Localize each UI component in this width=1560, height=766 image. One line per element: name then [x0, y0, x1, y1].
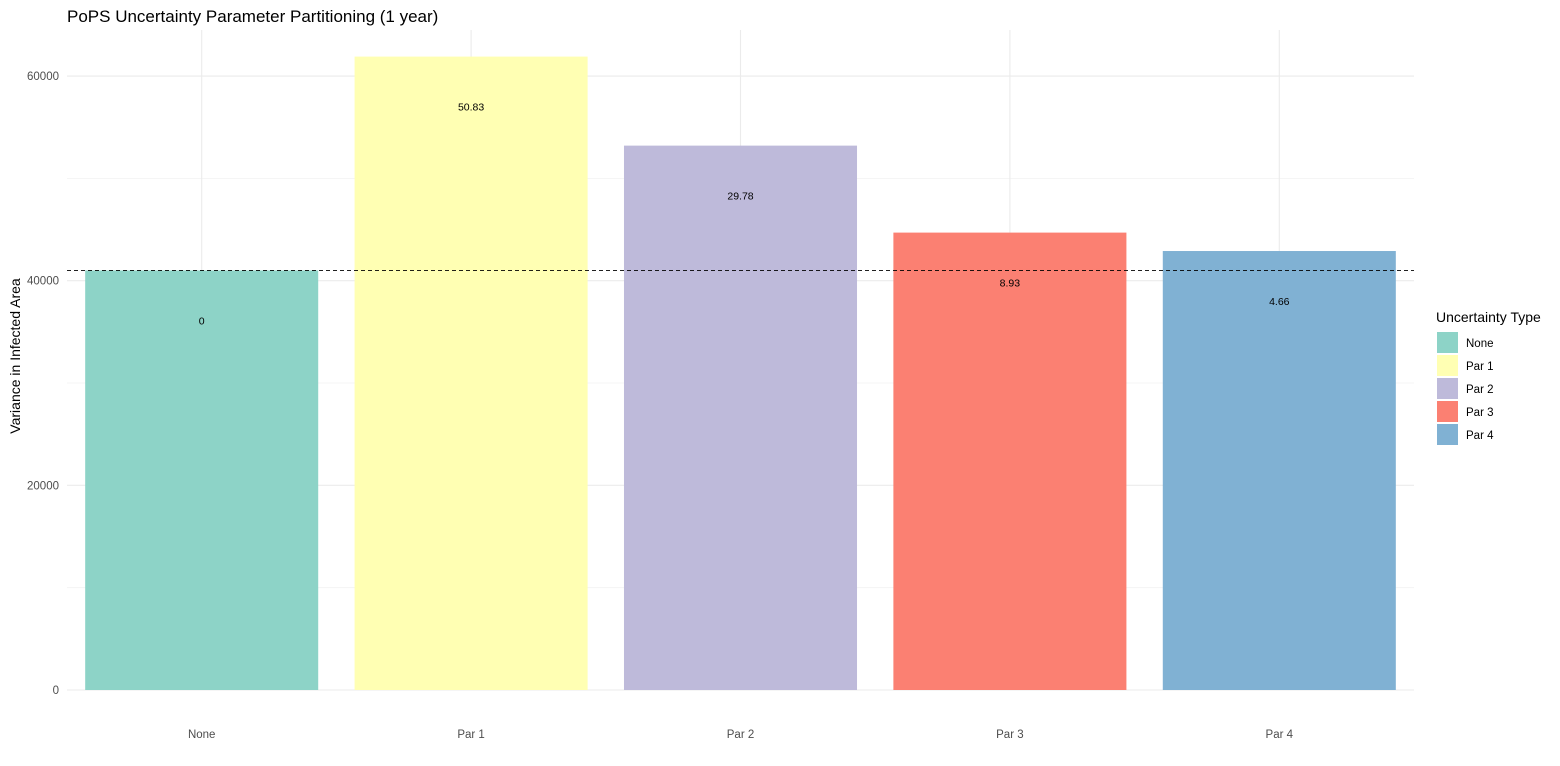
legend-key-par-3 [1437, 401, 1458, 422]
y-axis-ticks: 0 20000 40000 60000 [27, 71, 59, 697]
y-tick-label: 20000 [27, 480, 59, 492]
bar-par-3 [893, 232, 1127, 690]
legend-items: None Par 1 Par 2 Par 3 Par 4 [1437, 332, 1494, 445]
bar-par-1 [354, 56, 588, 690]
bars [85, 56, 1396, 690]
x-tick-label: Par 2 [727, 729, 755, 741]
x-axis-ticks: None Par 1 Par 2 Par 3 Par 4 [188, 729, 1294, 741]
data-labels: 0 50.83 29.78 8.93 4.66 [199, 102, 1290, 328]
legend-title: Uncertainty Type [1436, 309, 1541, 325]
y-tick-label: 40000 [27, 276, 59, 288]
x-tick-label: Par 3 [996, 729, 1024, 741]
x-tick-label: Par 1 [457, 729, 485, 741]
legend-key-none [1437, 332, 1458, 353]
legend-key-par-4 [1437, 424, 1458, 445]
legend-label-par-4: Par 4 [1466, 430, 1494, 442]
bar-par-4 [1162, 251, 1396, 690]
data-label-par-1: 50.83 [458, 102, 484, 114]
legend: Uncertainty Type None Par 1 Par 2 Par 3 Par … [1436, 309, 1541, 445]
chart-title: PoPS Uncertainty Parameter Partitioning … [67, 7, 438, 26]
legend-label-par-1: Par 1 [1466, 361, 1494, 373]
legend-label-par-2: Par 2 [1466, 384, 1494, 396]
data-label-par-4: 4.66 [1269, 296, 1290, 308]
legend-key-par-1 [1437, 355, 1458, 376]
legend-label-par-3: Par 3 [1466, 407, 1494, 419]
legend-key-par-2 [1437, 378, 1458, 399]
legend-label-none: None [1466, 338, 1494, 350]
bar-none [85, 270, 319, 690]
bar-par-2 [623, 145, 858, 690]
data-label-none: 0 [199, 315, 205, 327]
data-label-par-3: 8.93 [1000, 278, 1021, 290]
x-tick-label: Par 4 [1266, 729, 1294, 741]
data-label-par-2: 29.78 [727, 191, 753, 203]
y-axis-title: Variance in Infected Area [7, 278, 23, 434]
x-tick-label: None [188, 729, 216, 741]
y-tick-label: 60000 [27, 71, 59, 83]
y-tick-label: 0 [53, 685, 59, 697]
